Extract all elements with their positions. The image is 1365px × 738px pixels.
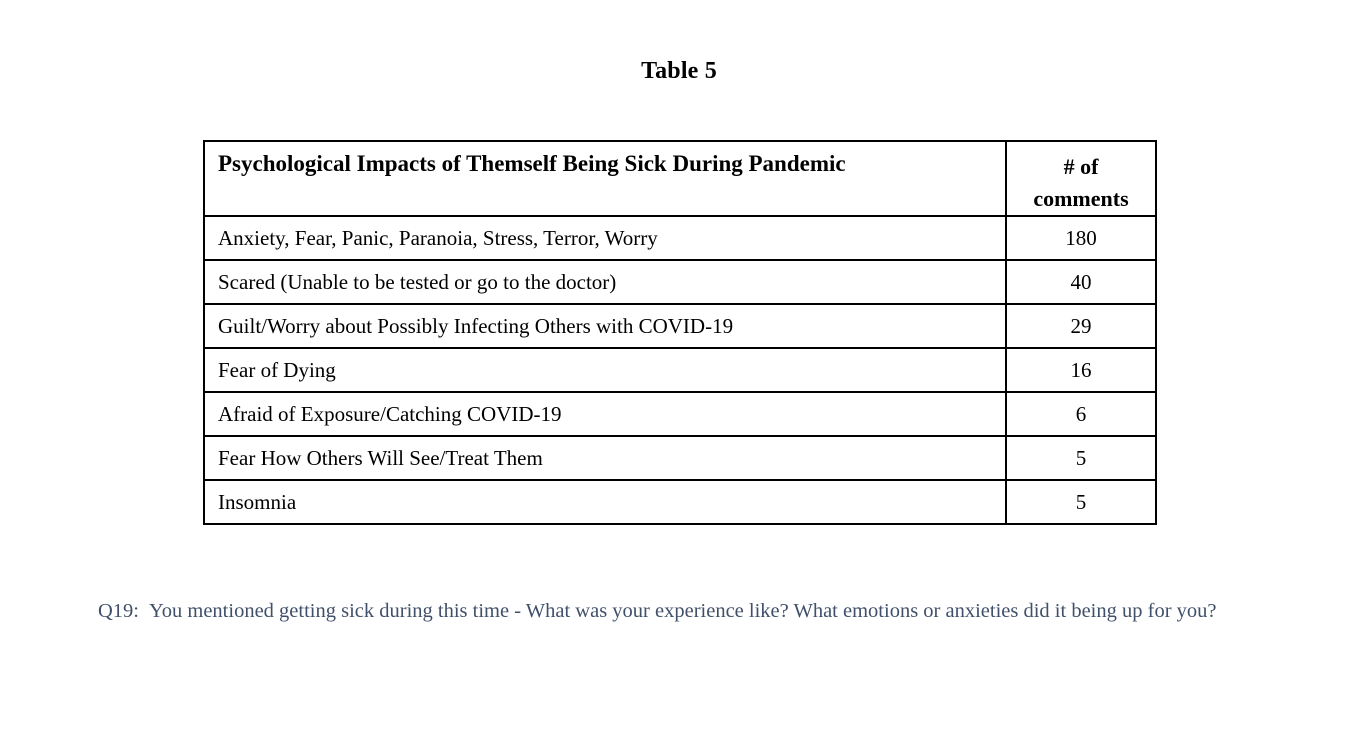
header-count-line1: # of	[1063, 154, 1099, 179]
row-count-cell: 29	[1005, 303, 1157, 349]
impacts-table: Psychological Impacts of Themself Being …	[203, 140, 1157, 525]
row-label-cell: Anxiety, Fear, Panic, Paranoia, Stress, …	[203, 215, 1007, 261]
table-row: Fear How Others Will See/Treat Them 5	[203, 435, 1157, 481]
row-count-cell: 16	[1005, 347, 1157, 393]
row-label-cell: Guilt/Worry about Possibly Infecting Oth…	[203, 303, 1007, 349]
survey-question-footnote: Q19: You mentioned getting sick during th…	[98, 595, 1238, 628]
question-number-label: Q19:	[98, 600, 139, 622]
table-row: Insomnia 5	[203, 479, 1157, 525]
header-topic-cell: Psychological Impacts of Themself Being …	[203, 140, 1007, 217]
table-header-row: Psychological Impacts of Themself Being …	[203, 140, 1157, 217]
row-count-cell: 40	[1005, 259, 1157, 305]
row-label-cell: Scared (Unable to be tested or go to the…	[203, 259, 1007, 305]
table-title: Table 5	[641, 58, 717, 84]
row-label-cell: Fear How Others Will See/Treat Them	[203, 435, 1007, 481]
table-row: Afraid of Exposure/Catching COVID-19 6	[203, 391, 1157, 437]
row-count-cell: 6	[1005, 391, 1157, 437]
table-row: Anxiety, Fear, Panic, Paranoia, Stress, …	[203, 215, 1157, 261]
row-label-cell: Afraid of Exposure/Catching COVID-19	[203, 391, 1007, 437]
header-count-cell: # of comments	[1005, 140, 1157, 217]
row-count-cell: 5	[1005, 479, 1157, 525]
table-row: Scared (Unable to be tested or go to the…	[203, 259, 1157, 305]
row-label-cell: Insomnia	[203, 479, 1007, 525]
question-text: You mentioned getting sick during this t…	[149, 600, 1217, 622]
table-body: Anxiety, Fear, Panic, Paranoia, Stress, …	[203, 215, 1157, 525]
header-count-line2: comments	[1033, 185, 1129, 211]
row-count-cell: 180	[1005, 215, 1157, 261]
row-count-cell: 5	[1005, 435, 1157, 481]
table-row: Guilt/Worry about Possibly Infecting Oth…	[203, 303, 1157, 349]
row-label-cell: Fear of Dying	[203, 347, 1007, 393]
table-row: Fear of Dying 16	[203, 347, 1157, 393]
